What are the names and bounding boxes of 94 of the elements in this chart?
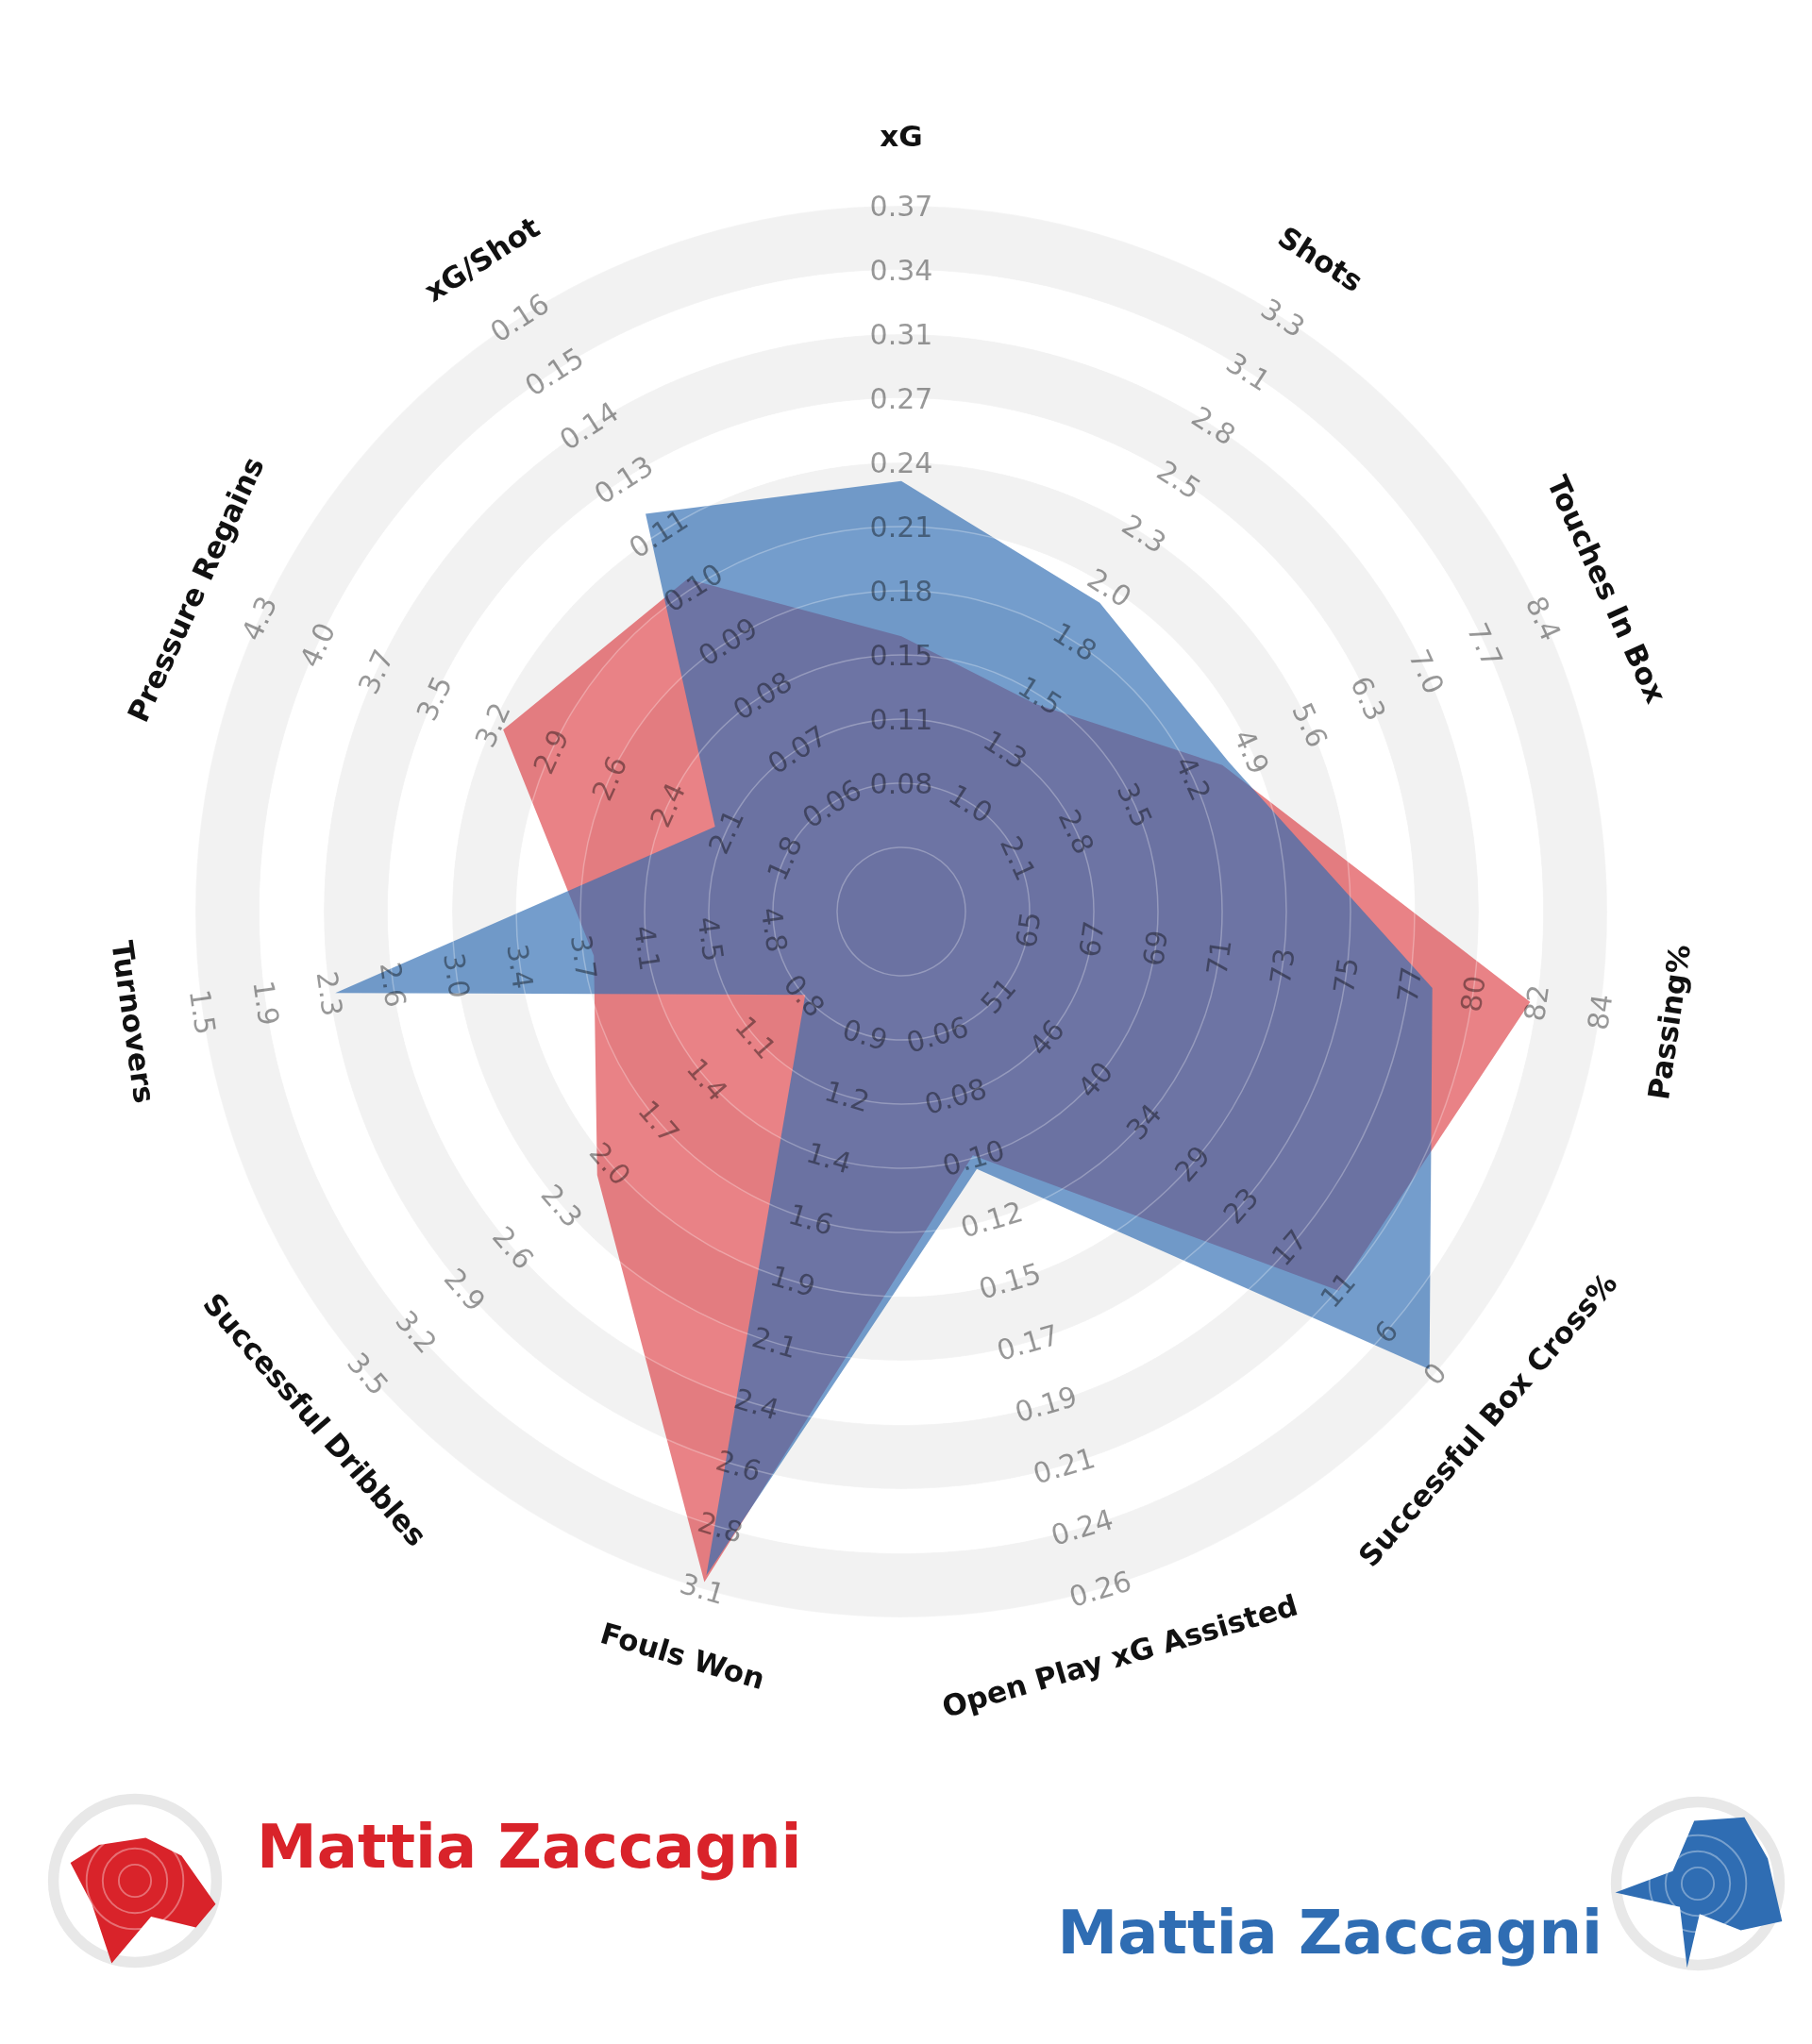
text: 0.17: [993, 1317, 1064, 1367]
text: 3.0: [437, 950, 477, 1000]
text: 1.4: [802, 1135, 856, 1181]
text: 0.9: [838, 1012, 892, 1057]
text: 4.5: [691, 913, 730, 964]
text: 2.3: [1116, 507, 1172, 561]
text: 2.4: [730, 1382, 783, 1427]
text: 0.15: [869, 638, 933, 672]
text: 6: [1367, 1314, 1405, 1349]
text: 17: [1265, 1223, 1314, 1273]
text: 3.2: [468, 697, 517, 753]
text: 80: [1453, 973, 1492, 1014]
text: 1.9: [246, 978, 286, 1028]
text: 0.34: [869, 253, 933, 287]
text: 4.9: [1227, 724, 1276, 779]
text: 2.9: [527, 724, 576, 779]
text: 0.08: [920, 1071, 991, 1121]
spoke-label: Turnovers: [105, 938, 162, 1106]
text: 2.6: [373, 960, 413, 1010]
text: 77: [1390, 964, 1429, 1005]
text: 1.6: [784, 1197, 838, 1242]
text: 75: [1327, 955, 1366, 997]
text: 0.21: [1029, 1441, 1099, 1491]
text: 67: [1072, 918, 1111, 960]
text: 4.8: [754, 905, 795, 955]
text: 40: [1070, 1055, 1120, 1105]
text: 0.08: [869, 766, 933, 800]
text: 34: [1119, 1097, 1168, 1147]
text: 3.7: [351, 644, 401, 699]
spoke-label: xG: [880, 119, 923, 153]
text: 7.0: [1401, 644, 1451, 699]
text: 2.3: [310, 968, 349, 1019]
text: 2.0: [1082, 561, 1138, 614]
text: 1.2: [820, 1074, 874, 1119]
text: 73: [1263, 946, 1301, 987]
text: 3.5: [1110, 778, 1160, 832]
text: 2.1: [701, 804, 751, 860]
text: 0.06: [902, 1010, 973, 1060]
text: 2.4: [643, 778, 693, 832]
text: 0.24: [1047, 1502, 1117, 1552]
text: 4.2: [1168, 750, 1218, 806]
text: 0.31: [869, 317, 933, 351]
text: Mattia Zaccagni: [1057, 1897, 1602, 1968]
text: 2.6: [712, 1443, 765, 1488]
text: 2.6: [584, 750, 634, 806]
text: 51: [974, 971, 1023, 1020]
text: 1.9: [766, 1258, 819, 1303]
text: 2.8: [1051, 804, 1101, 860]
text: 3.1: [676, 1567, 730, 1612]
text: 82: [1518, 982, 1556, 1024]
text: 1.5: [1012, 669, 1068, 722]
text: 7.7: [1460, 617, 1510, 673]
text: 71: [1200, 937, 1238, 978]
text: 65: [1009, 909, 1048, 950]
text: 46: [1022, 1013, 1071, 1063]
text: 0.19: [1011, 1379, 1082, 1430]
text: 23: [1216, 1181, 1266, 1231]
text: 11: [1313, 1265, 1363, 1315]
text: 0.26: [1065, 1564, 1135, 1614]
text: 0.21: [869, 510, 933, 544]
text: 5.6: [1285, 697, 1334, 753]
text: 2.1: [993, 830, 1043, 886]
text: 1.5: [182, 987, 223, 1037]
text: Mattia Zaccagni: [257, 1811, 802, 1882]
text: 2.1: [748, 1320, 801, 1365]
spoke-label: Fouls Won: [596, 1616, 769, 1697]
text: 84: [1581, 992, 1619, 1032]
text: 1.0: [943, 777, 999, 830]
text: 2.8: [1185, 399, 1242, 452]
text: 0.15: [975, 1256, 1045, 1306]
text: 0.24: [869, 445, 933, 479]
text: 29: [1167, 1139, 1217, 1189]
text: 2.5: [1150, 453, 1207, 506]
text: 0: [1416, 1356, 1453, 1392]
text: 3.7: [563, 932, 604, 982]
text: 3.5: [410, 671, 459, 726]
text: 0.37: [869, 189, 933, 223]
text: 3.1: [1220, 345, 1277, 398]
text: 69: [1136, 928, 1175, 969]
text: 0.12: [956, 1195, 1027, 1245]
text: 4.3: [234, 591, 284, 646]
text: 4.0: [293, 617, 343, 673]
text: 3.4: [500, 941, 540, 992]
text: 2.8: [694, 1504, 747, 1550]
text: 0.27: [869, 381, 933, 415]
text: 0.18: [869, 574, 933, 608]
spoke-label: Passing%: [1641, 942, 1698, 1102]
text: 6.3: [1344, 671, 1393, 726]
text: 3.3: [1254, 292, 1311, 344]
text: 0.11: [869, 702, 933, 736]
text: 4.1: [628, 923, 667, 973]
text: 1.3: [977, 723, 1033, 776]
text: 0.10: [938, 1132, 1009, 1183]
text: 1.8: [1047, 615, 1103, 668]
